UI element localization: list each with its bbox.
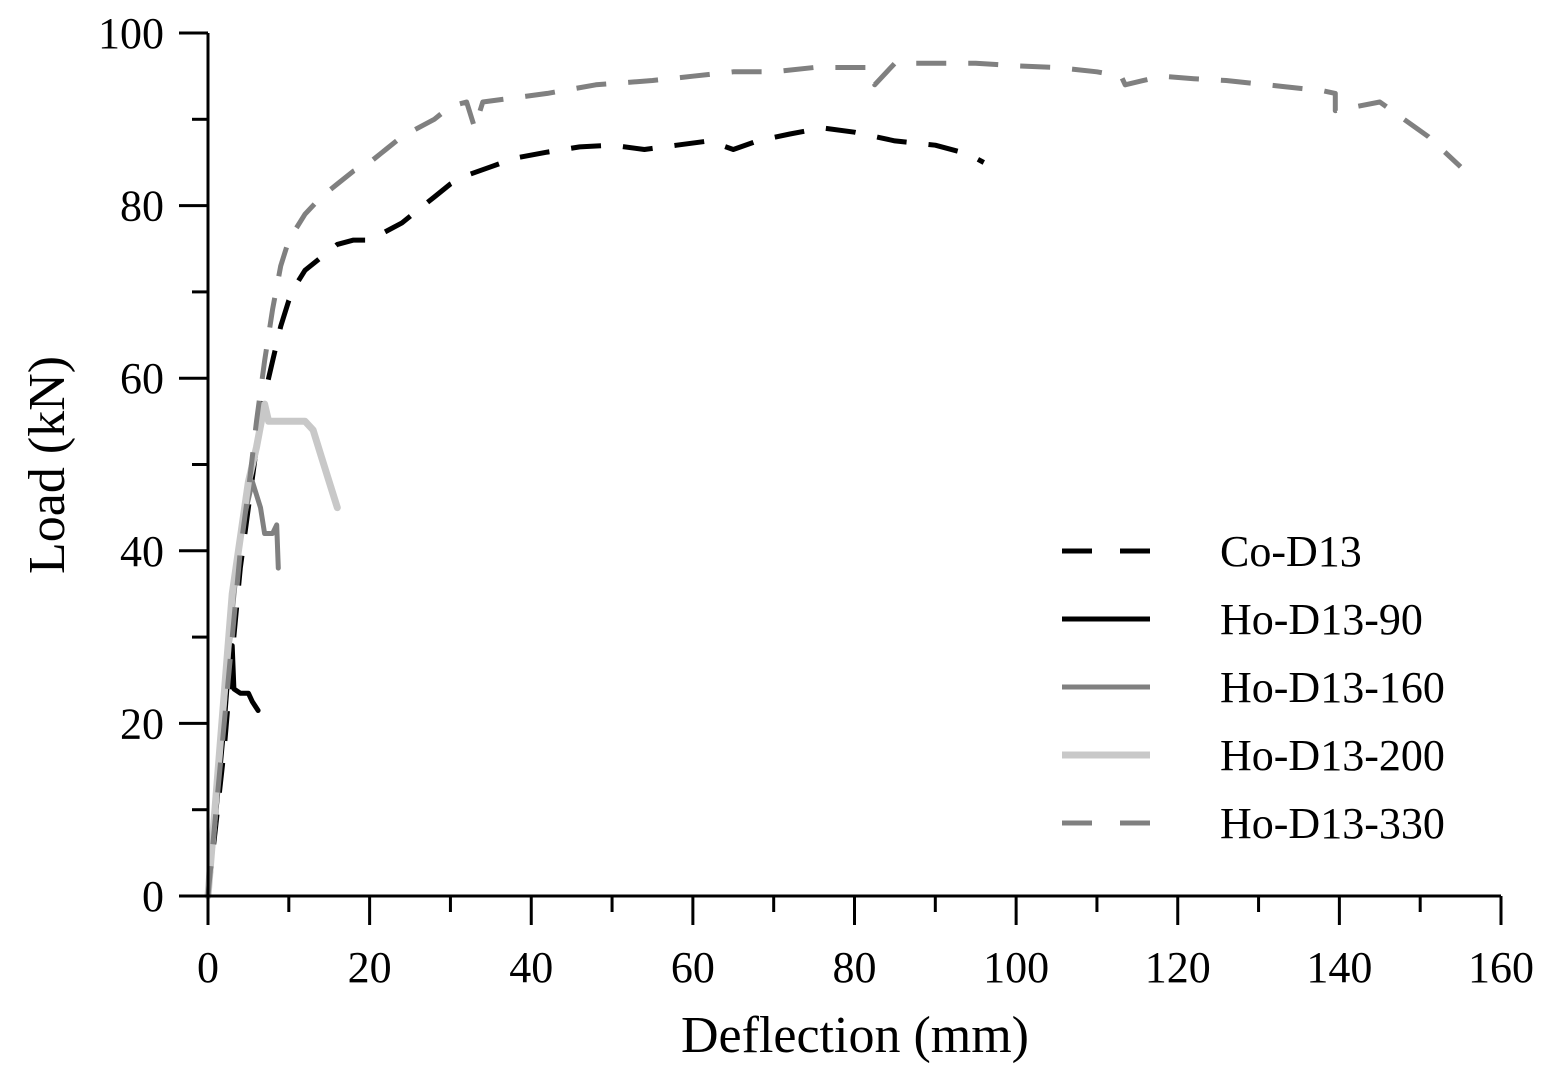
series-line-co-d13: [205, 125, 985, 897]
y-axis-title: Load (kN): [19, 356, 76, 574]
y-tick-label: 0: [142, 872, 164, 921]
x-tick-label: 0: [197, 943, 219, 992]
series-layer: [204, 60, 1463, 900]
series-line-ho-d13-160: [205, 479, 281, 899]
x-tick-label: 20: [348, 943, 392, 992]
x-tick-label: 80: [833, 943, 877, 992]
y-tick-label: 60: [120, 354, 164, 403]
legend-label: Ho-D13-330: [1220, 799, 1445, 848]
x-tick-label: 60: [671, 943, 715, 992]
series-line-ho-d13-200: [204, 400, 341, 900]
legend-label: Ho-D13-160: [1220, 663, 1445, 712]
x-tick-label: 140: [1306, 943, 1372, 992]
legend-label: Ho-D13-90: [1220, 595, 1423, 644]
series-line-ho-d13-330: [205, 60, 1463, 897]
x-axis-title: Deflection (mm): [681, 1007, 1029, 1064]
y-tick-label: 40: [120, 527, 164, 576]
y-tick-label: 100: [98, 9, 164, 58]
x-tick-label: 120: [1145, 943, 1211, 992]
legend-label: Co-D13: [1220, 527, 1362, 576]
axes-layer: 0 20 40 60 80 100 120 140 160 0 20 40 60 80 100: [98, 9, 1534, 992]
legend-label: Ho-D13-200: [1220, 731, 1445, 780]
legend: Co-D13 Ho-D13-90 Ho-D13-160 Ho-D13-200 Ho-D1…: [1062, 527, 1445, 848]
y-tick-label: 80: [120, 182, 164, 231]
x-tick-label: 160: [1468, 943, 1534, 992]
x-tick-label: 100: [983, 943, 1049, 992]
x-tick-label: 40: [509, 943, 553, 992]
y-tick-label: 20: [120, 699, 164, 748]
